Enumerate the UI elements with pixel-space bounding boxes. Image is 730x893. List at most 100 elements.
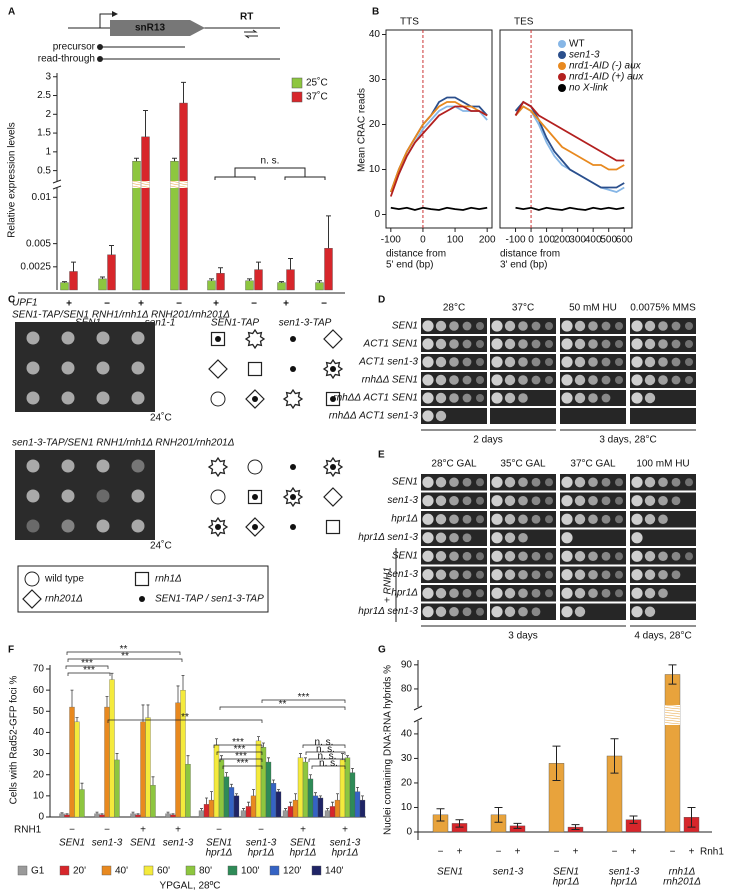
colony-spot xyxy=(435,410,447,422)
colony-spot xyxy=(631,338,643,350)
series-line xyxy=(389,101,488,193)
significance-bracket xyxy=(311,765,346,769)
colony-spot xyxy=(491,356,503,368)
sign-label: − xyxy=(258,825,264,836)
series-line xyxy=(389,105,488,197)
error-bar xyxy=(277,789,280,792)
error-bar xyxy=(105,696,109,708)
colony-spot xyxy=(491,392,503,404)
legend-swatch xyxy=(17,865,28,876)
colony-spot xyxy=(631,606,643,618)
error-bar xyxy=(455,819,464,828)
legend-swatch xyxy=(59,865,70,876)
y-tick-label: 70 xyxy=(33,664,45,675)
annotation: ** xyxy=(181,712,189,723)
y-tick-label: 2.5 xyxy=(37,90,51,101)
colony-spot xyxy=(601,339,611,349)
colony-spot xyxy=(435,392,447,404)
x-tick-label: 200 xyxy=(554,235,571,246)
error-bar xyxy=(252,789,255,796)
break-hatch xyxy=(664,722,681,725)
colony-spot xyxy=(658,551,668,562)
condition-label: 37°C xyxy=(512,303,534,314)
colony-spot xyxy=(561,392,573,404)
legend-swatch xyxy=(291,91,303,103)
colony-spot xyxy=(615,376,623,384)
error-bar xyxy=(262,742,265,748)
colony-spot xyxy=(476,376,484,384)
colony-spot xyxy=(658,588,668,599)
group-label: hpr1Δ xyxy=(611,877,638,888)
symbol-wt xyxy=(210,391,226,407)
plate-strip xyxy=(560,603,626,620)
x-tick-label: 0 xyxy=(528,235,534,246)
colony-spot xyxy=(491,374,503,386)
colony-spot xyxy=(449,551,459,562)
colony-spot xyxy=(644,477,656,488)
colony-spot xyxy=(504,588,516,599)
colony-spot xyxy=(631,513,643,525)
panel-label: D xyxy=(378,295,385,306)
legend-marker xyxy=(558,84,566,92)
colony-spot xyxy=(588,495,598,506)
colony-spot xyxy=(531,496,541,506)
colony-spot xyxy=(491,532,503,544)
bar xyxy=(104,706,110,818)
symbol-tap xyxy=(330,396,336,402)
sign-label: − xyxy=(554,847,560,858)
strain-label: ACT1 sen1-3 xyxy=(358,357,418,368)
colony-spot xyxy=(518,495,528,506)
break-hatch xyxy=(664,712,681,715)
error-bar xyxy=(257,736,260,741)
error-bar xyxy=(110,672,114,680)
y-tick-label: 0.0025 xyxy=(20,261,51,272)
annotation: *** xyxy=(298,692,310,703)
bar xyxy=(233,795,240,818)
bar xyxy=(245,806,252,818)
symbol-rnh1 xyxy=(210,331,226,347)
error-bar xyxy=(109,244,114,255)
group-label: sen1-3 xyxy=(609,867,640,878)
colony-spot xyxy=(435,569,447,580)
colony-spot xyxy=(26,519,40,533)
plate-strip xyxy=(421,408,487,424)
bar xyxy=(107,254,116,291)
error-bar xyxy=(326,215,331,249)
colony-spot xyxy=(588,321,598,331)
bar xyxy=(277,282,286,291)
colony-spot xyxy=(462,393,472,403)
colony-spot xyxy=(476,340,484,348)
bar xyxy=(69,271,78,291)
colony-spot xyxy=(422,392,434,404)
symbol-rnh1 xyxy=(247,489,263,505)
side-label: + RNH1 xyxy=(383,567,394,603)
symbol-tap xyxy=(290,494,296,500)
error-bar xyxy=(267,757,270,763)
colony-spot xyxy=(685,478,693,487)
colony-spot xyxy=(545,589,553,598)
y-tick-label: 3 xyxy=(45,71,51,82)
symbol-rnh201 xyxy=(323,329,343,349)
error-bar xyxy=(356,787,359,792)
legend-label: 120' xyxy=(283,866,302,877)
error-bar xyxy=(215,738,218,746)
legend-label: 25˚C xyxy=(306,77,328,89)
y-tick-label: 40 xyxy=(369,29,381,40)
colony-spot xyxy=(491,587,503,599)
colony-spot xyxy=(601,496,611,506)
colony-spot xyxy=(631,356,643,368)
strain-label: sen1-3 xyxy=(387,569,418,580)
colony-spot xyxy=(96,391,110,405)
colony-spot xyxy=(531,514,541,524)
sign-label: + xyxy=(457,847,463,858)
colony-spot xyxy=(491,569,503,581)
error-bar xyxy=(146,704,150,718)
error-bar xyxy=(304,757,307,763)
sign-label: + xyxy=(66,299,72,310)
error-bar xyxy=(513,822,522,829)
row-label: UPF1 xyxy=(12,298,38,309)
bar xyxy=(64,814,70,818)
series-line xyxy=(514,100,625,189)
colony-spot xyxy=(504,569,516,580)
colony-spot xyxy=(574,606,586,617)
